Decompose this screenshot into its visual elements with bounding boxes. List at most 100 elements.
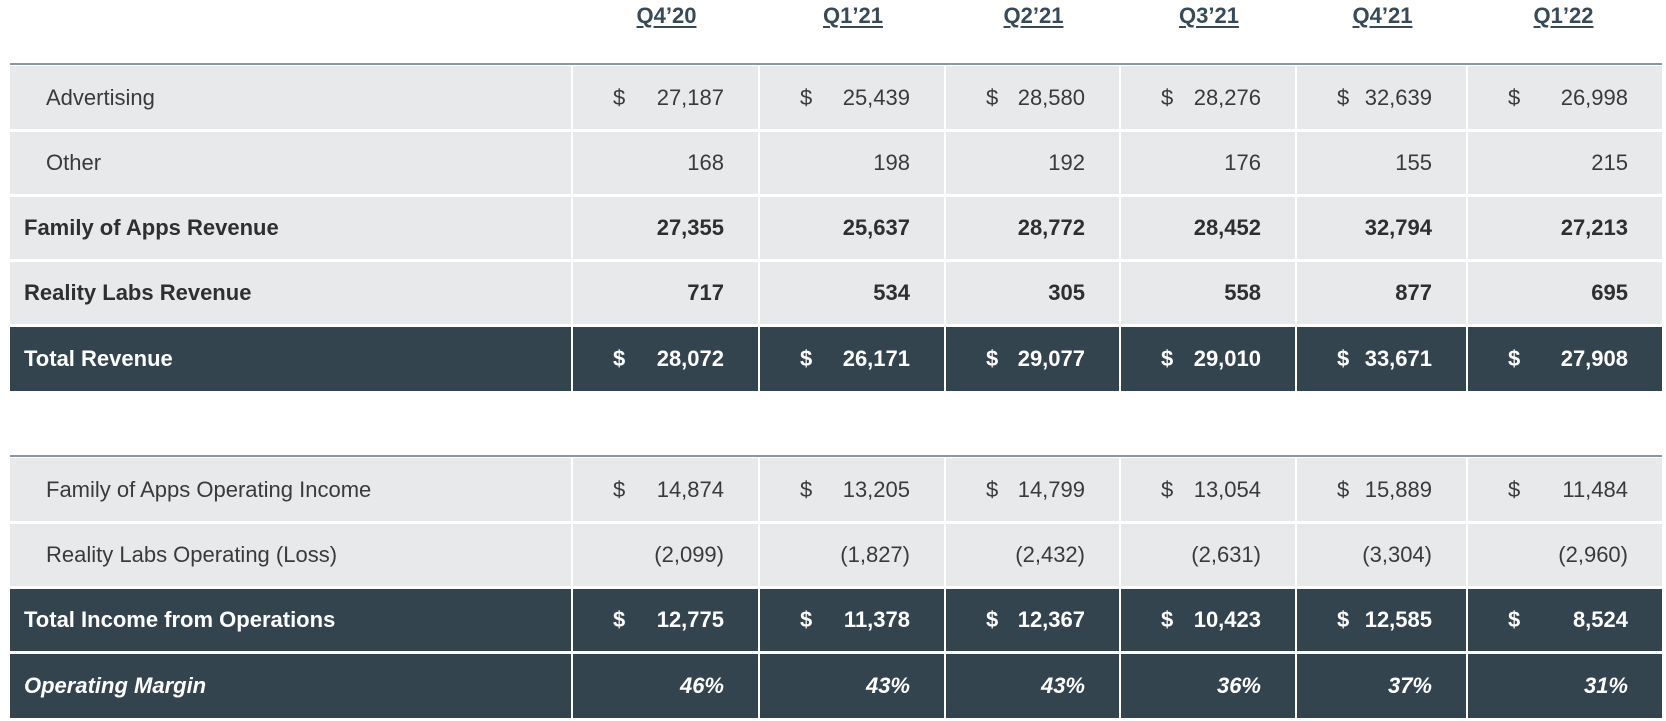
table-row-family-of-apps-operating-income: Family of Apps Operating Income $14,874 $1… xyxy=(10,458,1662,521)
cell-value: 11,484 xyxy=(1562,476,1628,502)
value-cell: 192 xyxy=(946,132,1119,194)
cell-value: 27,213 xyxy=(1560,215,1628,240)
table-row-total-revenue: Total Revenue $28,072 $26,171 $29,077 $29,01… xyxy=(10,327,1662,391)
table-row-reality-labs-operating-loss: Reality Labs Operating (Loss) (2,099) (1,8… xyxy=(10,524,1662,586)
value-cell: 36% xyxy=(1121,654,1295,718)
cell-value: 43% xyxy=(865,673,910,698)
column-header-q2-21: Q2’21 xyxy=(1003,3,1064,28)
currency-symbol: $ xyxy=(613,476,626,502)
currency-symbol: $ xyxy=(1161,84,1174,110)
currency-symbol: $ xyxy=(986,607,999,632)
cell-value: 36% xyxy=(1216,673,1261,698)
value-cell: $32,639 xyxy=(1297,66,1466,129)
table-row-advertising: Advertising $27,187 $25,439 $28,580 $28,276 $… xyxy=(10,66,1662,129)
table-row-reality-labs-revenue: Reality Labs Revenue 717 534 305 558 877 695 xyxy=(10,262,1662,324)
cell-value: 192 xyxy=(1048,150,1085,175)
value-cell: $13,205 xyxy=(760,458,944,521)
currency-symbol: $ xyxy=(1161,346,1174,371)
table-row-operating-margin: Operating Margin 46% 43% 43% 36% 37% 31% xyxy=(10,654,1662,718)
value-cell: $27,187 xyxy=(573,66,758,129)
row-label: Family of Apps Revenue xyxy=(10,197,571,259)
value-cell: 168 xyxy=(573,132,758,194)
cell-value: 46% xyxy=(679,673,724,698)
value-cell: $28,580 xyxy=(946,66,1119,129)
currency-symbol: $ xyxy=(1337,346,1350,371)
row-label: Operating Margin xyxy=(10,654,571,718)
cell-value: 8,524 xyxy=(1572,607,1628,632)
column-header-q4-21: Q4’21 xyxy=(1352,3,1413,28)
row-label: Reality Labs Revenue xyxy=(10,262,571,324)
cell-value: 12,775 xyxy=(656,607,724,632)
cell-value: 25,637 xyxy=(842,215,910,240)
value-cell: 43% xyxy=(946,654,1119,718)
value-cell: $29,077 xyxy=(946,327,1119,391)
value-cell: 198 xyxy=(760,132,944,194)
cell-value: 29,077 xyxy=(1017,346,1085,371)
value-cell: $12,367 xyxy=(946,589,1119,651)
value-cell: (2,960) xyxy=(1468,524,1662,586)
value-cell: 155 xyxy=(1297,132,1466,194)
cell-value: (2,099) xyxy=(654,542,724,567)
value-cell: $12,585 xyxy=(1297,589,1466,651)
cell-value: (2,960) xyxy=(1558,542,1628,567)
cell-value: 168 xyxy=(687,150,724,175)
value-cell: (3,304) xyxy=(1297,524,1466,586)
value-cell: $33,671 xyxy=(1297,327,1466,391)
cell-value: 37% xyxy=(1387,673,1432,698)
value-cell: 176 xyxy=(1121,132,1295,194)
row-label: Other xyxy=(10,132,571,194)
value-cell: 28,772 xyxy=(946,197,1119,259)
column-header-q4-20: Q4’20 xyxy=(636,3,697,28)
cell-value: 176 xyxy=(1224,150,1261,175)
top-divider xyxy=(10,63,1662,65)
value-cell: $10,423 xyxy=(1121,589,1295,651)
cell-value: 28,772 xyxy=(1017,215,1085,240)
value-cell: $11,378 xyxy=(760,589,944,651)
value-cell: 534 xyxy=(760,262,944,324)
section-divider xyxy=(10,455,1662,457)
value-cell: 31% xyxy=(1468,654,1662,718)
cell-value: 11,378 xyxy=(843,607,910,632)
cell-value: 877 xyxy=(1395,280,1432,305)
row-label: Total Revenue xyxy=(10,327,571,391)
cell-value: 305 xyxy=(1048,280,1085,305)
currency-symbol: $ xyxy=(986,84,999,110)
column-header-row: Q4’20 Q1’21 Q2’21 Q3’21 Q4’21 Q1’22 xyxy=(0,0,1666,62)
currency-symbol: $ xyxy=(1337,84,1350,110)
cell-value: 26,998 xyxy=(1560,84,1628,110)
value-cell: $28,276 xyxy=(1121,66,1295,129)
cell-value: 29,010 xyxy=(1193,346,1261,371)
cell-value: 717 xyxy=(687,280,724,305)
cell-value: 28,580 xyxy=(1017,84,1085,110)
currency-symbol: $ xyxy=(986,476,999,502)
cell-value: (2,432) xyxy=(1015,542,1085,567)
cell-value: 33,671 xyxy=(1364,346,1432,371)
value-cell: 37% xyxy=(1297,654,1466,718)
row-label: Advertising xyxy=(10,66,571,129)
currency-symbol: $ xyxy=(1508,476,1521,502)
value-cell: $28,072 xyxy=(573,327,758,391)
currency-symbol: $ xyxy=(1161,607,1174,632)
currency-symbol: $ xyxy=(1337,607,1350,632)
currency-symbol: $ xyxy=(986,346,999,371)
value-cell: $27,908 xyxy=(1468,327,1662,391)
cell-value: 13,054 xyxy=(1193,476,1261,502)
cell-value: 32,794 xyxy=(1364,215,1432,240)
value-cell: 717 xyxy=(573,262,758,324)
currency-symbol: $ xyxy=(800,476,813,502)
value-cell: 46% xyxy=(573,654,758,718)
table-row-family-of-apps-revenue: Family of Apps Revenue 27,355 25,637 28,772… xyxy=(10,197,1662,259)
currency-symbol: $ xyxy=(800,84,813,110)
cell-value: 14,799 xyxy=(1017,476,1085,502)
value-cell: $12,775 xyxy=(573,589,758,651)
column-header-q3-21: Q3’21 xyxy=(1179,3,1239,28)
value-cell: $29,010 xyxy=(1121,327,1295,391)
value-cell: $14,874 xyxy=(573,458,758,521)
cell-value: 28,452 xyxy=(1193,215,1261,240)
column-header-q1-21: Q1’21 xyxy=(823,3,883,28)
value-cell: (2,099) xyxy=(573,524,758,586)
cell-value: (2,631) xyxy=(1191,542,1261,567)
value-cell: 27,213 xyxy=(1468,197,1662,259)
currency-symbol: $ xyxy=(1337,476,1350,502)
currency-symbol: $ xyxy=(613,346,626,371)
